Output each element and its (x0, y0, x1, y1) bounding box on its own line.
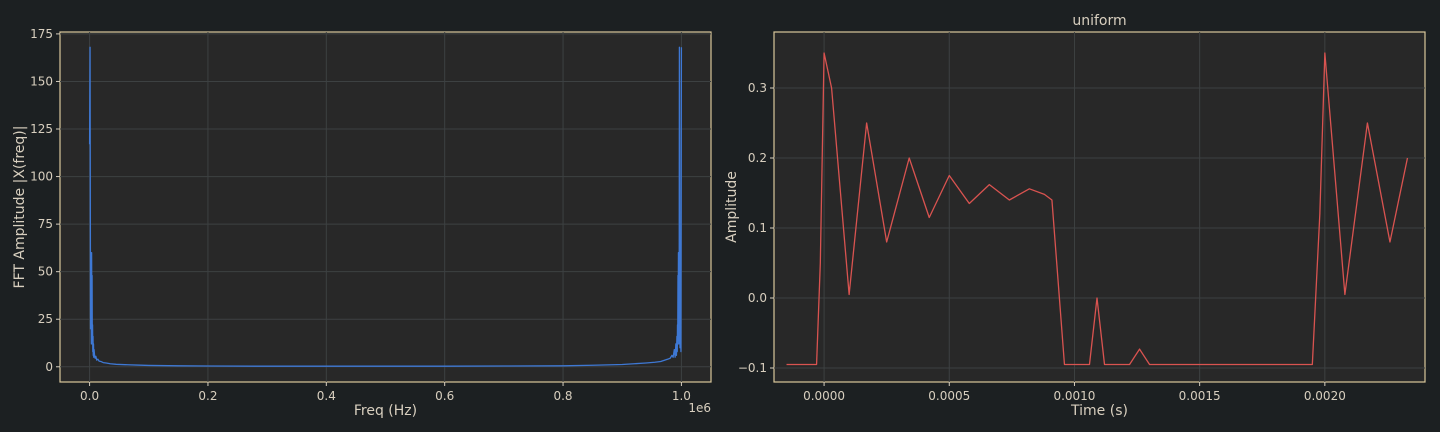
fft-y-tick-label: 125 (30, 122, 53, 136)
fft-y-ticks: 0 25 50 75 100 125 150 175 (30, 27, 60, 374)
fft-plot-area (59, 31, 712, 383)
time-y-tick-label: 0.1 (748, 221, 767, 235)
fft-series (88, 46, 683, 367)
time-x-axis-label: Time (s) (1070, 403, 1128, 419)
fft-x-tick-label: 0.2 (198, 389, 217, 403)
fft-y-tick-label: 75 (38, 217, 53, 231)
time-y-tick-label: 0.3 (748, 81, 767, 95)
fft-gridlines (60, 32, 711, 382)
fft-y-tick-label: 0 (45, 360, 53, 374)
fft-x-axis-label: Freq (Hz) (354, 403, 417, 419)
time-x-tick-label: 0.0015 (1179, 389, 1221, 403)
fft-y-tick-label: 150 (30, 74, 53, 88)
time-x-tick-label: 0.0020 (1304, 389, 1346, 403)
time-x-tick-label: 0.0005 (928, 389, 970, 403)
time-y-tick-label: 0.0 (748, 291, 767, 305)
time-y-tick-label: −0.1 (738, 361, 767, 375)
time-x-tick-label: 0.0000 (803, 389, 845, 403)
fft-y-tick-label: 50 (38, 265, 53, 279)
fft-x-tick-label: 0.4 (317, 389, 336, 403)
fft-chart: 0.0 0.2 0.4 0.6 0.8 1.0 0 25 50 75 100 125 150 175 F… (12, 27, 712, 419)
time-y-axis-label: Amplitude (724, 171, 740, 243)
fft-y-tick-label: 100 (30, 170, 53, 184)
fft-x-tick-label: 0.0 (80, 389, 99, 403)
fft-x-tick-label: 1.0 (672, 389, 691, 403)
time-title: uniform (1072, 13, 1126, 29)
time-y-ticks: −0.1 0.0 0.1 0.2 0.3 (738, 81, 774, 375)
time-y-tick-label: 0.2 (748, 151, 767, 165)
time-series (786, 52, 1409, 366)
fft-x-tick-label: 0.8 (553, 389, 572, 403)
fft-y-axis-label: FFT Amplitude |X(freq)| (12, 126, 28, 289)
fft-series-line-0 (88, 46, 683, 367)
time-gridlines (774, 32, 1425, 382)
fft-x-offset-label: 1e6 (688, 401, 711, 415)
fft-y-tick-label: 25 (38, 312, 53, 326)
fft-x-tick-label: 0.6 (435, 389, 454, 403)
fft-x-ticks: 0.0 0.2 0.4 0.6 0.8 1.0 (80, 382, 691, 403)
time-series-line-0 (786, 52, 1409, 366)
fft-y-tick-label: 175 (30, 27, 53, 41)
time-x-tick-label: 0.0010 (1053, 389, 1095, 403)
time-signal-chart: 0.0000 0.0005 0.0010 0.0015 0.0020 −0.1 0.0 0.… (724, 13, 1426, 419)
time-x-ticks: 0.0000 0.0005 0.0010 0.0015 0.0020 (803, 382, 1346, 403)
